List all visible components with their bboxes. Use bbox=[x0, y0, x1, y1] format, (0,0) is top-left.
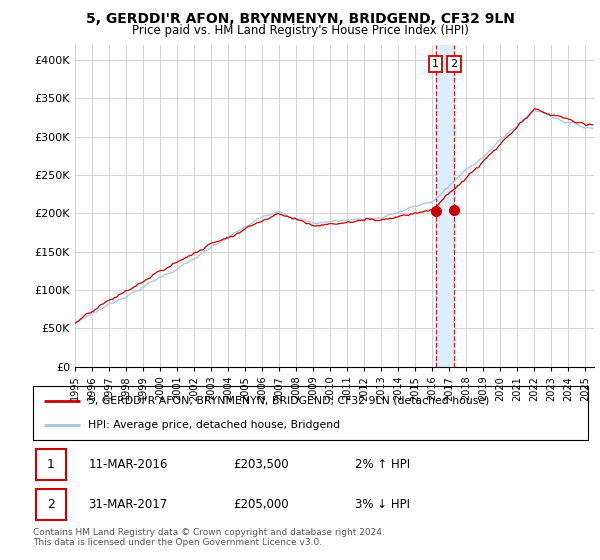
Bar bbox=[436, 45, 454, 367]
Text: 1: 1 bbox=[432, 59, 439, 69]
FancyBboxPatch shape bbox=[36, 489, 66, 520]
Text: 3% ↓ HPI: 3% ↓ HPI bbox=[355, 498, 410, 511]
Text: 2% ↑ HPI: 2% ↑ HPI bbox=[355, 458, 410, 471]
Text: 5, GERDDI'R AFON, BRYNMENYN, BRIDGEND, CF32 9LN: 5, GERDDI'R AFON, BRYNMENYN, BRIDGEND, C… bbox=[86, 12, 514, 26]
Text: HPI: Average price, detached house, Bridgend: HPI: Average price, detached house, Brid… bbox=[89, 420, 341, 430]
Text: 1: 1 bbox=[47, 458, 55, 471]
Text: 11-MAR-2016: 11-MAR-2016 bbox=[89, 458, 168, 471]
Text: Price paid vs. HM Land Registry's House Price Index (HPI): Price paid vs. HM Land Registry's House … bbox=[131, 24, 469, 36]
Text: 2: 2 bbox=[47, 498, 55, 511]
Text: Contains HM Land Registry data © Crown copyright and database right 2024.
This d: Contains HM Land Registry data © Crown c… bbox=[33, 528, 385, 547]
Text: £203,500: £203,500 bbox=[233, 458, 289, 471]
Text: 2: 2 bbox=[450, 59, 457, 69]
Text: £205,000: £205,000 bbox=[233, 498, 289, 511]
FancyBboxPatch shape bbox=[36, 449, 66, 480]
Text: 31-MAR-2017: 31-MAR-2017 bbox=[89, 498, 168, 511]
Text: 5, GERDDI'R AFON, BRYNMENYN, BRIDGEND, CF32 9LN (detached house): 5, GERDDI'R AFON, BRYNMENYN, BRIDGEND, C… bbox=[89, 396, 490, 406]
